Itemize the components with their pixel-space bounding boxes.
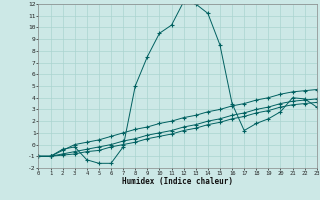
- X-axis label: Humidex (Indice chaleur): Humidex (Indice chaleur): [122, 177, 233, 186]
